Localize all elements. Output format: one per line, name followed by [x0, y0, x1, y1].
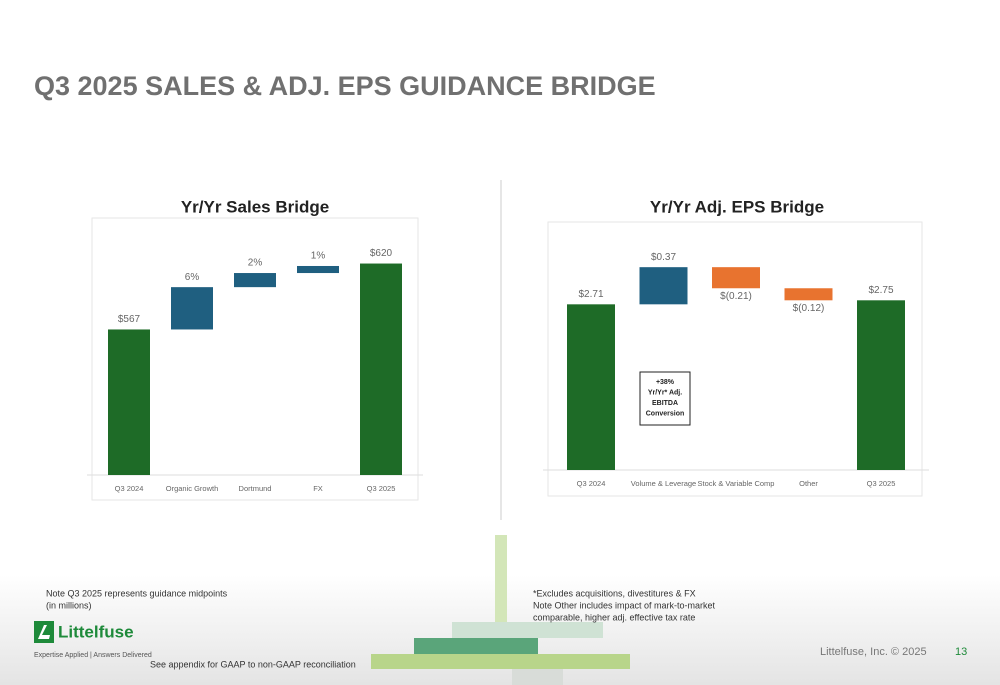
- value-label: $(0.12): [793, 303, 825, 314]
- value-label: $620: [370, 248, 393, 259]
- annotation: EBITDA: [652, 400, 678, 407]
- bar: [297, 265, 339, 274]
- x-tick-label: Q3 2025: [367, 484, 396, 493]
- x-tick-label: Dortmund: [239, 484, 272, 493]
- decor: [452, 622, 603, 638]
- x-tick-label: Q3 2024: [577, 479, 606, 488]
- annotation-box: [639, 371, 691, 426]
- bar: [171, 287, 213, 330]
- bar: [567, 304, 615, 470]
- value-label: $2.75: [868, 285, 893, 296]
- note: (in millions): [46, 600, 92, 610]
- value-label: $2.71: [578, 289, 603, 300]
- value-label: $567: [118, 314, 141, 325]
- decor: [371, 654, 630, 669]
- value-label: 6%: [185, 272, 200, 283]
- logo-mark: [38, 625, 50, 639]
- value-label: 2%: [248, 258, 263, 269]
- annotation: Yr/Yr* Adj.: [648, 389, 682, 396]
- x-tick-label: FX: [313, 484, 323, 493]
- page-number: 13: [955, 646, 967, 658]
- bar: [712, 267, 760, 289]
- bar: [234, 273, 276, 288]
- value-label: $0.37: [651, 252, 676, 263]
- value-label: 1%: [311, 251, 326, 262]
- decor: [495, 535, 507, 640]
- x-tick-label: Q3 2025: [867, 479, 896, 488]
- note: Note Q3 2025 represents guidance midpoin…: [46, 588, 228, 598]
- logo-mark: [34, 621, 54, 643]
- x-tick-label: Volume & Leverage: [631, 479, 696, 488]
- x-tick-label: Organic Growth: [166, 484, 219, 493]
- bar: [639, 267, 688, 305]
- x-tick-label: Other: [799, 479, 818, 488]
- x-tick-label: Q3 2024: [115, 484, 144, 493]
- tagline: Expertise Applied | Answers Delivered: [34, 652, 152, 659]
- bar: [784, 288, 833, 301]
- slide-title: Q3 2025 SALES & ADJ. EPS GUIDANCE BRIDGE: [34, 71, 656, 101]
- chart-title: Yr/Yr Sales Bridge: [181, 197, 329, 216]
- bar: [108, 329, 150, 475]
- x-tick-label: Stock & Variable Comp: [698, 479, 775, 488]
- appendix-note: See appendix for GAAP to non-GAAP reconc…: [150, 659, 356, 669]
- annotation: Conversion: [646, 410, 685, 417]
- note: *Excludes acquisitions, divestitures & F…: [533, 588, 696, 598]
- chart-frame: [547, 221, 923, 497]
- annotation: +38%: [656, 379, 675, 386]
- bar: [857, 300, 905, 470]
- value-label: $(0.21): [720, 291, 752, 302]
- chart-frame: [91, 217, 419, 501]
- note: comparable, higher adj. effective tax ra…: [533, 612, 695, 622]
- chart-title: Yr/Yr Adj. EPS Bridge: [650, 197, 824, 216]
- note: Note Other includes impact of mark-to-ma…: [533, 600, 716, 610]
- copyright: Littelfuse, Inc. © 2025: [820, 646, 927, 658]
- bar: [360, 263, 402, 475]
- decor: [512, 669, 563, 685]
- logo-text: Littelfuse: [58, 622, 134, 641]
- decor: [414, 638, 538, 654]
